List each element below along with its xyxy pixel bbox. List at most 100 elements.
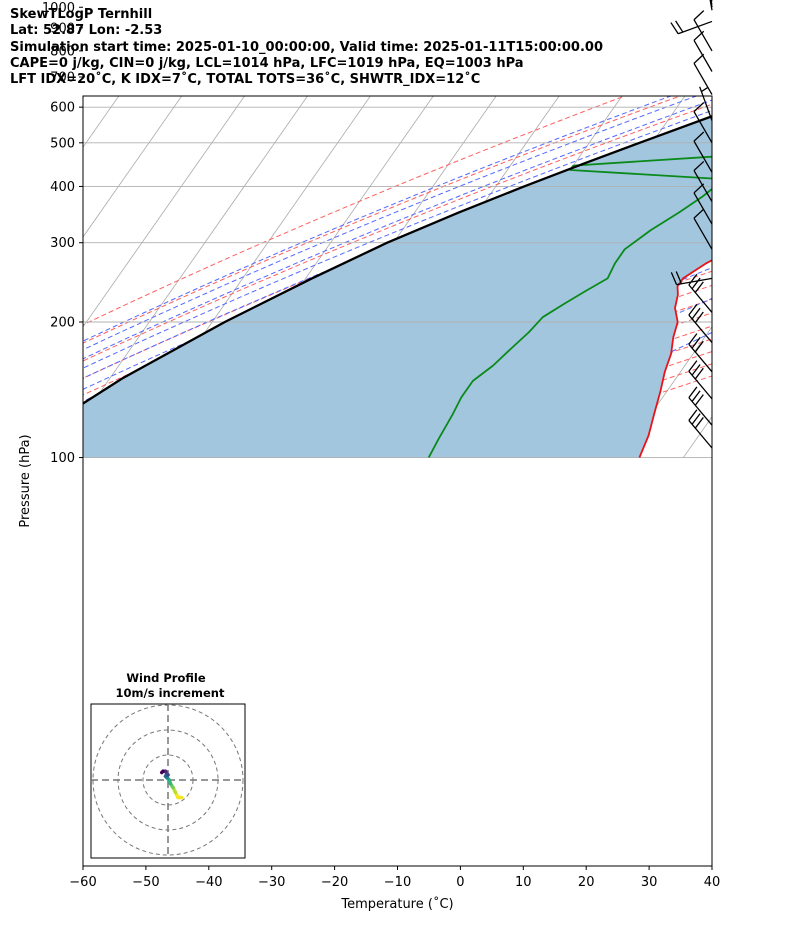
barb-feather [675, 271, 683, 284]
barb-feather [691, 413, 701, 425]
wind-barb [693, 53, 713, 95]
wind-barb [693, 183, 713, 225]
barb-feather [688, 386, 698, 398]
wind-barb [670, 271, 713, 286]
wind-barb [688, 409, 713, 449]
wind-barb [670, 20, 713, 35]
station-location: Lat: 52.87 Lon: -2.53 [10, 23, 163, 39]
barb-feather [694, 417, 704, 429]
x-tick-label: 20 [578, 875, 595, 890]
barb-shaft [693, 140, 713, 173]
barb-feather [693, 131, 705, 142]
barb-feather [691, 390, 701, 402]
barb-feather [693, 183, 705, 194]
chart-header: SkewTLogP Ternhill Lat: 52.87 Lon: -2.53… [10, 7, 603, 88]
barb-feather [694, 367, 704, 380]
isotherm-line [746, 0, 794, 458]
hodograph-title: Wind Profile [126, 671, 206, 685]
temperature-line [638, 259, 712, 458]
cape-shaded-area [83, 116, 712, 458]
y-tick-label: 400 [50, 180, 75, 195]
barb-feather [691, 364, 701, 376]
barb-feather [693, 30, 705, 41]
wind-barb [693, 10, 713, 52]
barb-shaft [693, 111, 713, 144]
x-tick-label: −50 [132, 875, 159, 890]
x-tick-label: −60 [69, 875, 96, 890]
barb-shaft [693, 63, 713, 95]
barb-feather [688, 273, 698, 286]
barb-feather [670, 22, 679, 35]
y-tick-label: 200 [50, 316, 75, 331]
wind-barb [688, 303, 713, 344]
barb-shaft [688, 314, 713, 344]
barb-feather [691, 337, 701, 349]
barb-shaft [688, 397, 713, 426]
hodograph-inset: Wind Profile 10m/s increment [90, 671, 246, 859]
barb-feather [693, 53, 705, 64]
wind-barb [688, 333, 713, 373]
x-tick-label: −30 [258, 875, 285, 890]
wind-barb [709, 0, 713, 11]
isotherm-line [620, 326, 712, 458]
y-tick-label: 300 [50, 236, 75, 251]
x-tick-label: −10 [384, 875, 411, 890]
y-axis-label: Pressure (hPa) [18, 434, 33, 527]
barb-feather [691, 307, 701, 320]
y-tick-label: 1000 [42, 1, 75, 16]
stability-indices: CAPE=0 j/kg, CIN=0 j/kg, LCL=1014 hPa, L… [10, 55, 524, 71]
barb-shaft [676, 277, 713, 286]
barb-shaft [693, 39, 713, 72]
barb-feather [688, 409, 698, 421]
barb-shaft [693, 217, 713, 250]
axes: −60 −50 −40 −30 −20 −10 0 10 20 30 40 100 200 300 400 5… [42, 1, 720, 890]
moist-adiabat-line [83, 96, 698, 351]
y-tick-label: 800 [50, 44, 75, 59]
barb-feather [691, 277, 701, 290]
x-tick-label: 10 [515, 875, 532, 890]
y-tick-label: 600 [50, 101, 75, 116]
x-tick-label: 40 [704, 875, 721, 890]
barb-shaft [688, 420, 713, 449]
isotherm-line [83, 96, 246, 328]
wind-barb [699, 86, 713, 121]
moist-adiabat-line [83, 96, 673, 342]
dry-adiabat-line [83, 103, 712, 362]
wind-barb [688, 273, 713, 313]
barb-shaft [709, 0, 713, 11]
isotherm-line [83, 96, 308, 418]
barb-feather [688, 303, 698, 316]
wind-barbs [670, 0, 713, 449]
barb-feather [693, 208, 705, 219]
barb-shaft [693, 192, 713, 225]
dry-adiabat-line [83, 96, 682, 344]
hodograph-subtitle: 10m/s increment [116, 686, 225, 700]
barb-feather [693, 102, 705, 113]
wind-barb [688, 360, 713, 400]
moist-adiabat-line [83, 109, 712, 369]
barb-feather [693, 160, 705, 171]
barb-feather [675, 20, 684, 33]
barb-shaft [688, 343, 713, 373]
wind-barb [693, 208, 713, 250]
wind-barb [688, 386, 713, 426]
x-tick-label: −40 [195, 875, 222, 890]
barb-shaft [699, 86, 713, 121]
wind-barb [693, 131, 713, 173]
barb-shaft [688, 370, 713, 400]
barb-shaft [688, 284, 713, 313]
y-tick-label: 500 [50, 136, 75, 151]
barb-feather [688, 360, 698, 372]
dry-adiabat-line [83, 96, 627, 326]
cape-area [83, 116, 712, 458]
barb-feather [694, 311, 704, 324]
hodograph-plot [91, 704, 245, 858]
wind-barb [693, 160, 713, 203]
barb-shaft [693, 170, 713, 203]
chart-title: SkewTLogP Ternhill [10, 7, 153, 22]
barb-feather [694, 340, 704, 353]
pressure-gridlines [83, 106, 712, 459]
dewpoint-line [427, 155, 712, 459]
wind-barb [693, 102, 713, 144]
